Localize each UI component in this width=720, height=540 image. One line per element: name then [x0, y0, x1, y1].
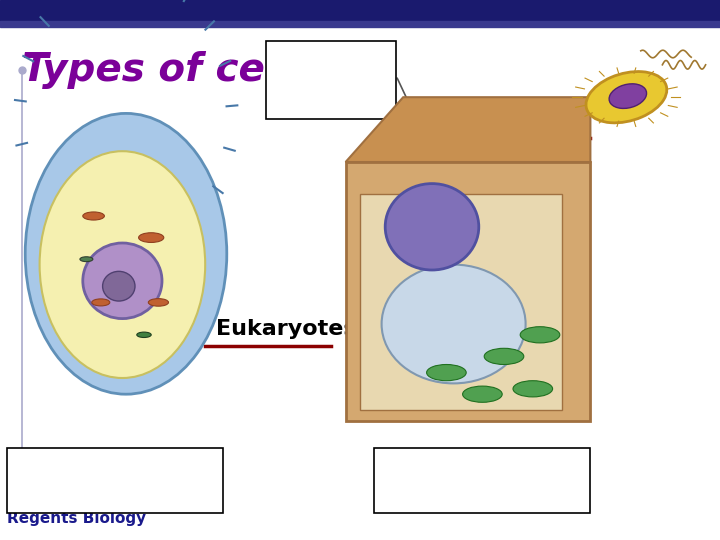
Text: Prokaryote: Prokaryote	[432, 114, 571, 134]
Ellipse shape	[137, 332, 151, 338]
Ellipse shape	[80, 256, 93, 261]
FancyBboxPatch shape	[374, 448, 590, 513]
Bar	[0, 0, 720, 21]
Ellipse shape	[40, 151, 205, 378]
Ellipse shape	[382, 265, 526, 383]
Ellipse shape	[83, 243, 162, 319]
Ellipse shape	[609, 84, 647, 109]
FancyBboxPatch shape	[266, 40, 396, 119]
Text: Types of cells: Types of cells	[22, 51, 315, 89]
Polygon shape	[346, 97, 590, 162]
Text: Regents Biology: Regents Biology	[7, 511, 146, 526]
Ellipse shape	[513, 381, 552, 397]
Text: Eukaryotes: Eukaryotes	[216, 319, 356, 340]
Ellipse shape	[463, 386, 503, 402]
Ellipse shape	[484, 348, 523, 364]
Ellipse shape	[138, 233, 163, 242]
FancyBboxPatch shape	[7, 448, 223, 513]
Ellipse shape	[92, 299, 110, 306]
Ellipse shape	[426, 364, 467, 381]
Ellipse shape	[148, 299, 168, 306]
FancyBboxPatch shape	[346, 162, 590, 421]
Ellipse shape	[103, 271, 135, 301]
Ellipse shape	[586, 72, 667, 123]
FancyBboxPatch shape	[360, 194, 562, 410]
Bar	[0, 21, 720, 27]
Ellipse shape	[25, 113, 227, 394]
Ellipse shape	[83, 212, 104, 220]
Ellipse shape	[521, 327, 560, 343]
Ellipse shape	[385, 184, 479, 270]
